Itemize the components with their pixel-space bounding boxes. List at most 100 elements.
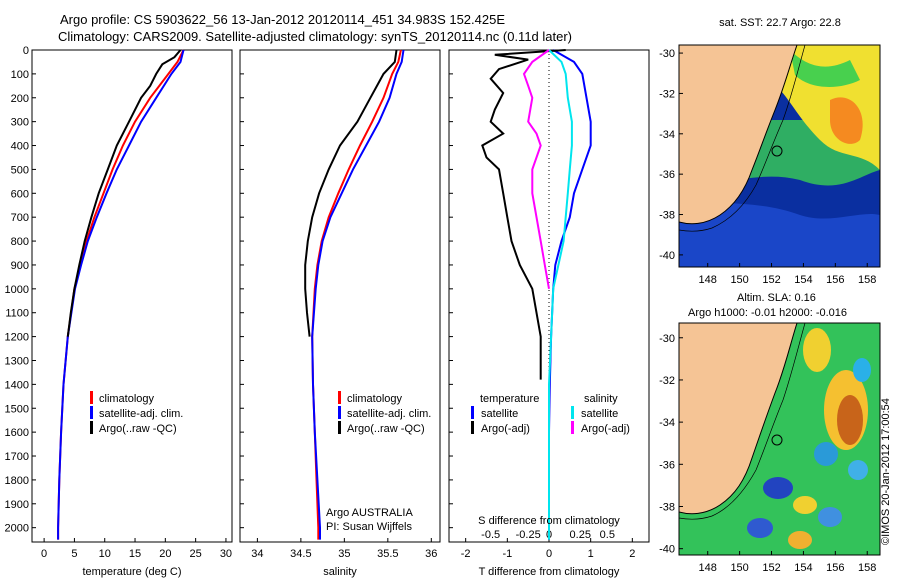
map-x-tick-label: 148 bbox=[699, 274, 717, 286]
salinity-panel: 34 34.5 35 35.5 36 bbox=[240, 49, 437, 560]
y-tick-label: 700 bbox=[11, 212, 29, 224]
sla-eddy-warm-sw bbox=[788, 531, 812, 549]
series-line-argo---raw--qc- bbox=[66, 49, 182, 337]
x-tick-label: 15 bbox=[129, 548, 141, 560]
legend-header-salinity: salinity bbox=[584, 393, 618, 405]
map-y-tick-label: -30 bbox=[659, 333, 675, 345]
legend-swatch-satellite bbox=[90, 406, 93, 419]
y-tick-label: 0 bbox=[23, 45, 29, 57]
y-tick-label: 1000 bbox=[5, 284, 29, 296]
series-line-argo--adj- bbox=[522, 49, 550, 289]
y-tick-label: 1400 bbox=[5, 379, 29, 391]
y-tick-label: 2000 bbox=[5, 523, 29, 535]
figure-title-line1: Argo profile: CS 5903622_56 13-Jan-2012 … bbox=[60, 12, 506, 27]
legend-label-s-satellite: satellite bbox=[581, 408, 618, 420]
map-y-tick-label: -36 bbox=[659, 169, 675, 181]
x-tick-label: 25 bbox=[190, 548, 202, 560]
legend-label-argo: Argo(..raw -QC) bbox=[99, 423, 177, 435]
sla-eddy-cool-north bbox=[853, 358, 871, 382]
series-line-satellite bbox=[548, 49, 573, 540]
y-tick-label: 200 bbox=[11, 93, 29, 105]
imos-timestamp: ©IMOS 20-Jan-2012 17:00:54 bbox=[880, 398, 892, 545]
salinity-legend: climatology satellite-adj. clim. Argo(..… bbox=[338, 391, 431, 435]
sla-eddy-cool-4 bbox=[818, 507, 842, 527]
y-tick-label: 1500 bbox=[5, 403, 29, 415]
sst-map-title: sat. SST: 22.7 Argo: 22.8 bbox=[719, 17, 841, 29]
x-tick-label: 20 bbox=[159, 548, 171, 560]
salinity-plot-frame bbox=[239, 49, 441, 543]
legend-label-t-satellite: satellite bbox=[481, 408, 518, 420]
x-tick-label: 2 bbox=[629, 548, 635, 560]
y-tick-label: 1600 bbox=[5, 427, 29, 439]
x-tick-label: -2 bbox=[461, 548, 471, 560]
temperature-legend: climatology satellite-adj. clim. Argo(..… bbox=[90, 391, 183, 435]
legend-label-satellite: satellite-adj. clim. bbox=[347, 408, 431, 420]
sst-ocean-green-north bbox=[790, 50, 860, 87]
map-y-tick-label: -32 bbox=[659, 88, 675, 100]
sla-map-frame bbox=[678, 322, 881, 556]
x-tick-label: 5 bbox=[71, 548, 77, 560]
legend-label-satellite: satellite-adj. clim. bbox=[99, 408, 183, 420]
sla-map: Altim. SLA: 0.16 Argo h1000: -0.01 h2000… bbox=[659, 292, 881, 574]
map-y-tick-label: -36 bbox=[659, 459, 675, 471]
map-y-tick-label: -38 bbox=[659, 210, 675, 222]
sla-eddy-cool-2 bbox=[763, 477, 793, 499]
y-tick-label: 1200 bbox=[5, 332, 29, 344]
sst-map-frame bbox=[678, 44, 881, 268]
series-line-argo---raw--qc- bbox=[304, 49, 398, 337]
legend-swatch-argo bbox=[338, 421, 341, 434]
salinity-annotation-line1: Argo AUSTRALIA bbox=[326, 507, 413, 519]
map-x-tick-label: 158 bbox=[858, 274, 876, 286]
legend-label-s-argo: Argo(-adj) bbox=[581, 423, 630, 435]
sla-eddy-warm-south bbox=[793, 496, 817, 514]
map-y-tick-label: -40 bbox=[659, 250, 675, 262]
map-x-tick-label: 148 bbox=[699, 562, 717, 574]
temperature-x-label: temperature (deg C) bbox=[82, 566, 181, 578]
series-line-satellite-adj--clim- bbox=[57, 49, 185, 540]
x-tick-label: 34 bbox=[251, 548, 263, 560]
t-difference-x-label: T difference from climatology bbox=[479, 566, 620, 578]
sst-coastline bbox=[679, 45, 798, 225]
map-x-tick-label: 156 bbox=[826, 562, 844, 574]
y-tick-label: 600 bbox=[11, 188, 29, 200]
map-x-tick-label: 150 bbox=[730, 562, 748, 574]
y-tick-label: 1300 bbox=[5, 355, 29, 367]
y-tick-label: 900 bbox=[11, 260, 29, 272]
map-y-tick-label: -34 bbox=[659, 129, 675, 141]
legend-swatch-s-argo bbox=[571, 421, 574, 434]
sla-eddy-cool-5 bbox=[848, 460, 868, 480]
temperature-plot-frame bbox=[31, 49, 233, 543]
y-tick-label: 400 bbox=[11, 141, 29, 153]
x2-tick-label: 0.25 bbox=[570, 529, 591, 541]
series-line-argo--adj- bbox=[481, 49, 566, 380]
sla-eddy-cool-1 bbox=[814, 442, 838, 466]
map-x-tick-label: 156 bbox=[826, 274, 844, 286]
legend-swatch-t-satellite bbox=[471, 406, 474, 419]
y-tick-label: 500 bbox=[11, 164, 29, 176]
x-tick-label: 10 bbox=[99, 548, 111, 560]
temperature-panel: 0 5 10 15 20 25 300100200300400500600700800900… bbox=[5, 45, 233, 560]
x-tick-label: 36 bbox=[425, 548, 437, 560]
sla-map-title-line2: Argo h1000: -0.01 h2000: -0.016 bbox=[688, 307, 847, 319]
x-tick-label: 0 bbox=[546, 548, 552, 560]
legend-swatch-climatology bbox=[338, 391, 341, 404]
y-tick-label: 300 bbox=[11, 117, 29, 129]
x-tick-label: -1 bbox=[502, 548, 512, 560]
map-x-tick-label: 154 bbox=[794, 274, 812, 286]
map-x-tick-label: 154 bbox=[794, 562, 812, 574]
sla-argo-marker bbox=[771, 434, 783, 446]
salinity-annotation-line2: PI: Susan Wijffels bbox=[326, 521, 412, 533]
legend-label-climatology: climatology bbox=[347, 393, 403, 405]
difference-legend: temperature satellite Argo(-adj) salinit… bbox=[471, 393, 630, 435]
legend-swatch-t-argo bbox=[471, 421, 474, 434]
map-y-tick-label: -30 bbox=[659, 48, 675, 60]
salinity-x-label: salinity bbox=[323, 566, 357, 578]
y-tick-label: 1700 bbox=[5, 451, 29, 463]
series-line-satellite-adj--clim- bbox=[311, 49, 405, 540]
legend-label-climatology: climatology bbox=[99, 393, 155, 405]
y-tick-label: 1100 bbox=[5, 308, 29, 320]
legend-swatch-climatology bbox=[90, 391, 93, 404]
map-y-tick-label: -34 bbox=[659, 417, 675, 429]
sst-isobath bbox=[679, 45, 806, 232]
